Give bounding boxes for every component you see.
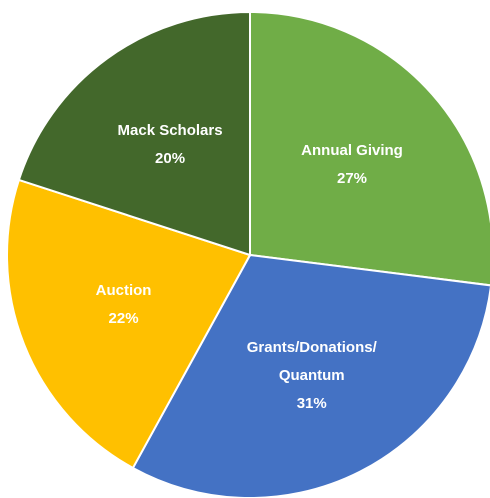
slice-label: Auction [96,282,152,299]
pie-slice [131,253,490,498]
slice-label: Mack Scholars [118,122,223,139]
slice-label: Grants/Donations/Quantum [247,339,378,384]
slice-label: Annual Giving [301,142,403,159]
value-label: 27% [337,170,367,187]
pie-slice [6,178,252,470]
value-label: 20% [155,150,185,167]
value-label: 22% [109,310,139,327]
pie-slice [17,10,251,257]
label-line: Annual Giving [301,142,403,159]
label-line: Grants/Donations/ [247,339,378,356]
label-line: Auction [96,282,152,299]
pie-slice [249,10,490,287]
label-line: Quantum [279,367,345,384]
label-line: Mack Scholars [118,122,223,139]
value-label: 31% [297,395,327,412]
